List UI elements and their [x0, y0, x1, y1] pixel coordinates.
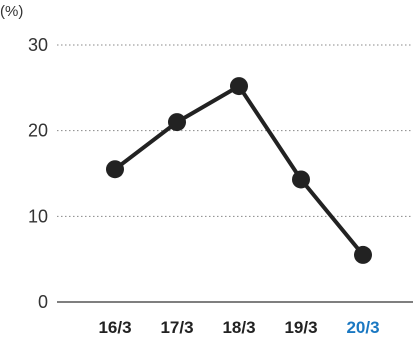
x-tick-label: 18/3: [222, 318, 255, 337]
y-tick-label: 10: [28, 206, 48, 226]
data-point: [168, 113, 186, 132]
data-point: [230, 77, 248, 96]
y-tick-label: 30: [28, 35, 48, 55]
data-point: [106, 160, 124, 179]
grid-lines: [57, 44, 413, 217]
y-tick-label: 20: [28, 121, 48, 141]
x-tick-labels: 16/3 17/3 18/3 19/3 20/3: [98, 318, 379, 337]
x-tick-label: 16/3: [98, 318, 131, 337]
x-tick-label: 17/3: [160, 318, 193, 337]
data-point: [354, 245, 372, 264]
data-points: [106, 77, 372, 264]
series-line: [113, 84, 365, 257]
data-point: [292, 170, 310, 189]
x-tick-label: 19/3: [284, 318, 317, 337]
x-tick-label: 20/3: [346, 318, 379, 337]
series-line-group: [113, 84, 365, 257]
y-unit-label: (%): [0, 3, 23, 20]
y-tick-label: 0: [38, 292, 48, 312]
y-tick-labels: 0 10 20 30: [28, 35, 48, 312]
